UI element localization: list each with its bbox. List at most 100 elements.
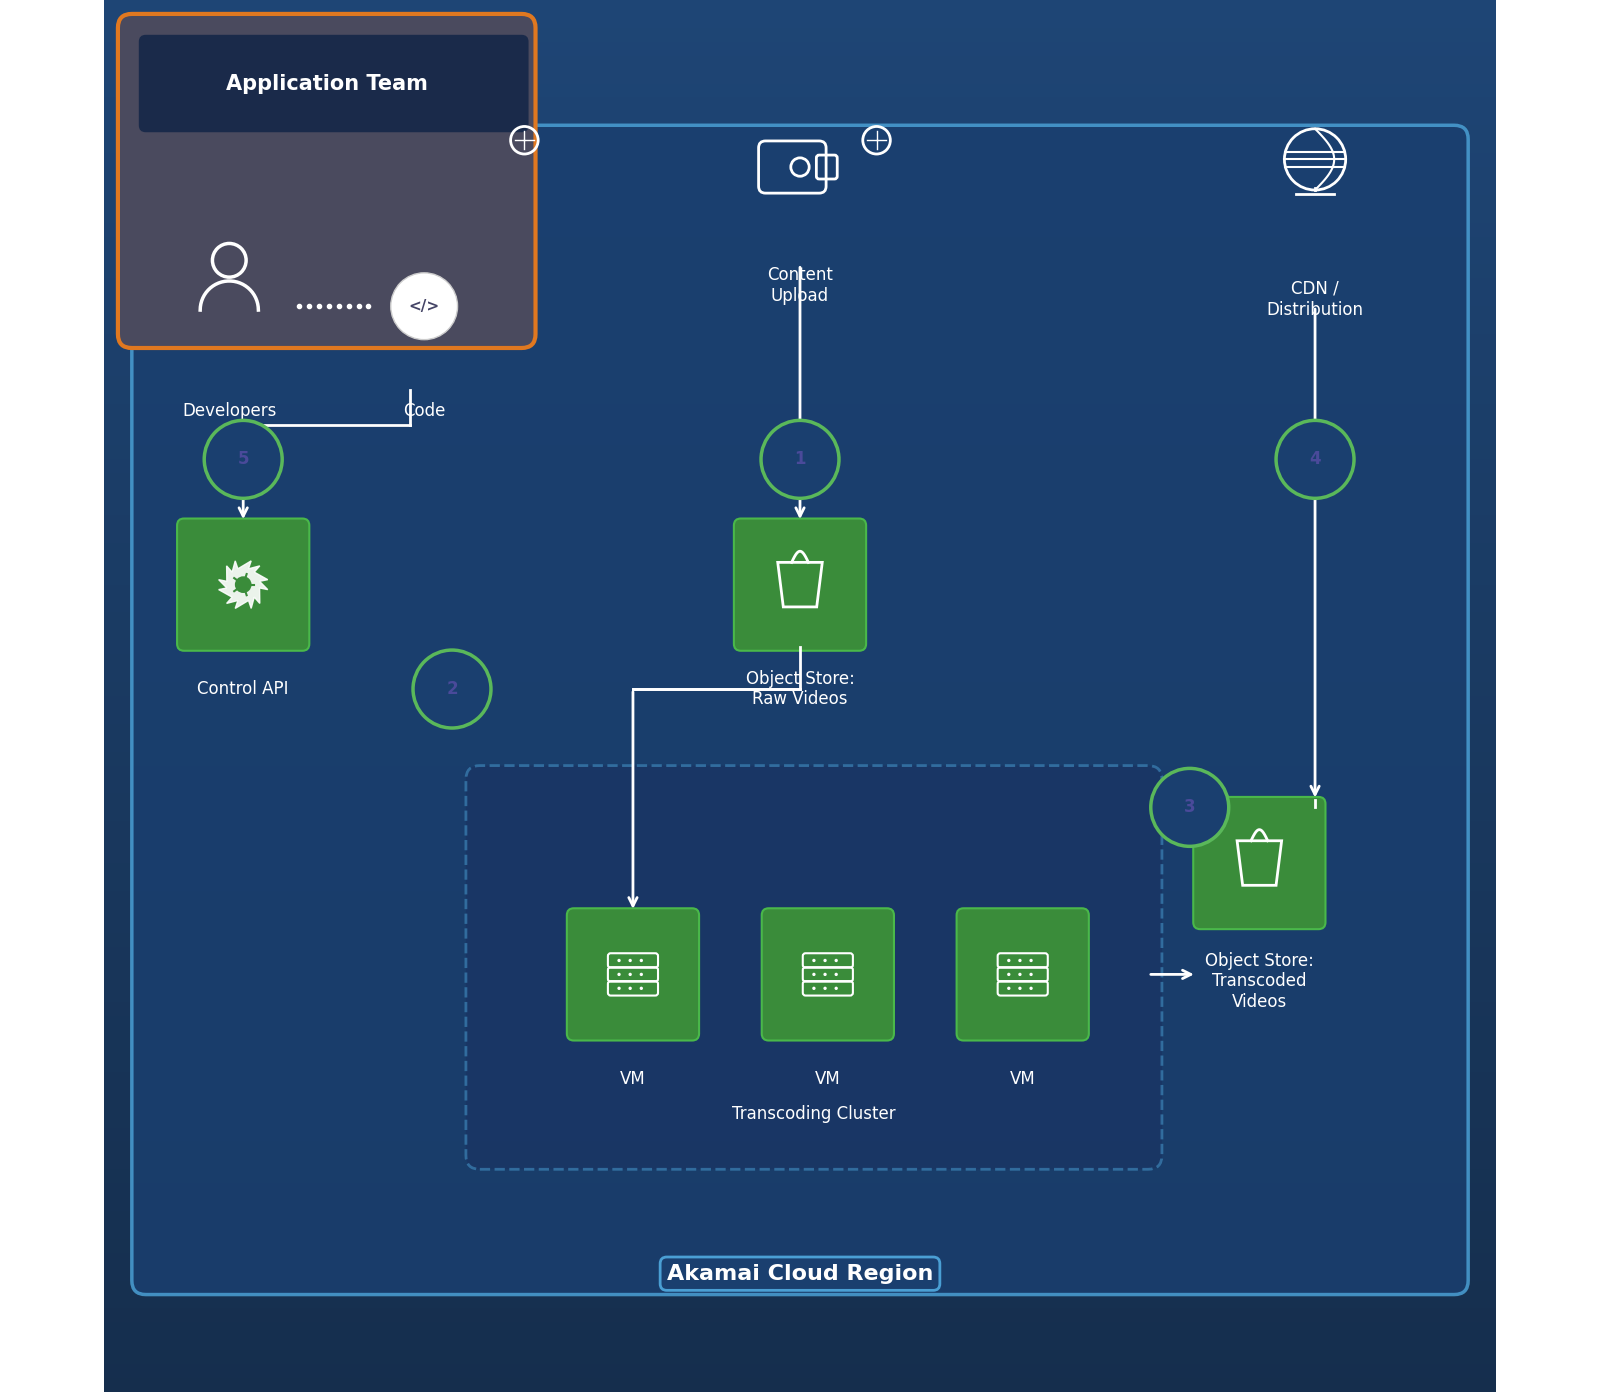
- Bar: [104, 1225, 1496, 1239]
- Bar: [104, 1267, 1496, 1281]
- Text: CDN /
Distribution: CDN / Distribution: [1267, 280, 1363, 319]
- Bar: [104, 974, 1496, 988]
- Bar: [104, 390, 1496, 404]
- Bar: [104, 1114, 1496, 1128]
- Bar: [104, 251, 1496, 264]
- Bar: [104, 849, 1496, 863]
- Circle shape: [1018, 959, 1022, 962]
- Text: </>: </>: [408, 299, 440, 313]
- Text: 5: 5: [237, 451, 250, 468]
- Bar: [104, 1044, 1496, 1058]
- Bar: [104, 863, 1496, 877]
- Circle shape: [640, 973, 643, 976]
- Bar: [104, 1308, 1496, 1322]
- Bar: [104, 919, 1496, 933]
- Bar: [104, 821, 1496, 835]
- Bar: [104, 1281, 1496, 1295]
- Circle shape: [413, 650, 491, 728]
- Bar: [104, 445, 1496, 459]
- FancyBboxPatch shape: [734, 519, 866, 651]
- Bar: [104, 1086, 1496, 1100]
- Bar: [104, 529, 1496, 543]
- Text: Control API: Control API: [197, 681, 290, 697]
- Bar: [104, 278, 1496, 292]
- Bar: [104, 167, 1496, 181]
- Circle shape: [390, 273, 458, 340]
- Text: Akamai Cloud Region: Akamai Cloud Region: [667, 1264, 933, 1283]
- Bar: [104, 56, 1496, 70]
- Text: Content
Upload: Content Upload: [766, 266, 834, 305]
- Bar: [104, 14, 1496, 28]
- Circle shape: [235, 576, 251, 593]
- Circle shape: [762, 420, 838, 498]
- Circle shape: [1029, 973, 1032, 976]
- FancyBboxPatch shape: [118, 14, 536, 348]
- Circle shape: [813, 959, 816, 962]
- Circle shape: [835, 959, 838, 962]
- Bar: [104, 1155, 1496, 1169]
- Bar: [104, 1336, 1496, 1350]
- Bar: [104, 237, 1496, 251]
- Bar: [104, 1295, 1496, 1308]
- Circle shape: [824, 959, 827, 962]
- Bar: [104, 334, 1496, 348]
- Bar: [104, 292, 1496, 306]
- Circle shape: [618, 973, 621, 976]
- Bar: [104, 960, 1496, 974]
- Text: Code: Code: [403, 402, 445, 419]
- Bar: [104, 1197, 1496, 1211]
- Text: VM: VM: [1010, 1070, 1035, 1087]
- Circle shape: [640, 959, 643, 962]
- Bar: [104, 557, 1496, 571]
- Bar: [104, 153, 1496, 167]
- Bar: [104, 807, 1496, 821]
- FancyBboxPatch shape: [957, 908, 1090, 1041]
- Bar: [104, 209, 1496, 223]
- Bar: [104, 877, 1496, 891]
- Bar: [104, 585, 1496, 599]
- Bar: [104, 738, 1496, 752]
- Bar: [104, 835, 1496, 849]
- Bar: [104, 125, 1496, 139]
- Circle shape: [813, 987, 816, 990]
- Bar: [104, 1183, 1496, 1197]
- Bar: [104, 0, 1496, 14]
- Bar: [104, 654, 1496, 668]
- Bar: [104, 793, 1496, 807]
- Bar: [104, 682, 1496, 696]
- Bar: [104, 84, 1496, 97]
- Bar: [104, 710, 1496, 724]
- Bar: [104, 418, 1496, 432]
- Bar: [104, 947, 1496, 960]
- Circle shape: [1006, 987, 1011, 990]
- Circle shape: [1018, 987, 1022, 990]
- Polygon shape: [219, 561, 267, 608]
- Bar: [104, 1350, 1496, 1364]
- Bar: [104, 696, 1496, 710]
- Bar: [104, 1016, 1496, 1030]
- Bar: [104, 1058, 1496, 1072]
- Bar: [104, 473, 1496, 487]
- Circle shape: [824, 973, 827, 976]
- Bar: [104, 640, 1496, 654]
- Bar: [104, 668, 1496, 682]
- Bar: [104, 933, 1496, 947]
- Text: VM: VM: [814, 1070, 840, 1087]
- Circle shape: [1029, 987, 1032, 990]
- Bar: [104, 459, 1496, 473]
- Bar: [104, 348, 1496, 362]
- Text: 2: 2: [446, 681, 458, 697]
- Bar: [104, 1211, 1496, 1225]
- Bar: [104, 1100, 1496, 1114]
- Bar: [104, 1128, 1496, 1141]
- Text: Application Team: Application Team: [226, 74, 427, 93]
- Text: 3: 3: [1184, 799, 1195, 816]
- Bar: [104, 1322, 1496, 1336]
- Bar: [104, 599, 1496, 612]
- FancyBboxPatch shape: [762, 908, 894, 1041]
- Circle shape: [1277, 420, 1354, 498]
- Bar: [104, 70, 1496, 84]
- Text: Object Store:
Raw Videos: Object Store: Raw Videos: [746, 670, 854, 709]
- Bar: [104, 195, 1496, 209]
- Bar: [104, 612, 1496, 626]
